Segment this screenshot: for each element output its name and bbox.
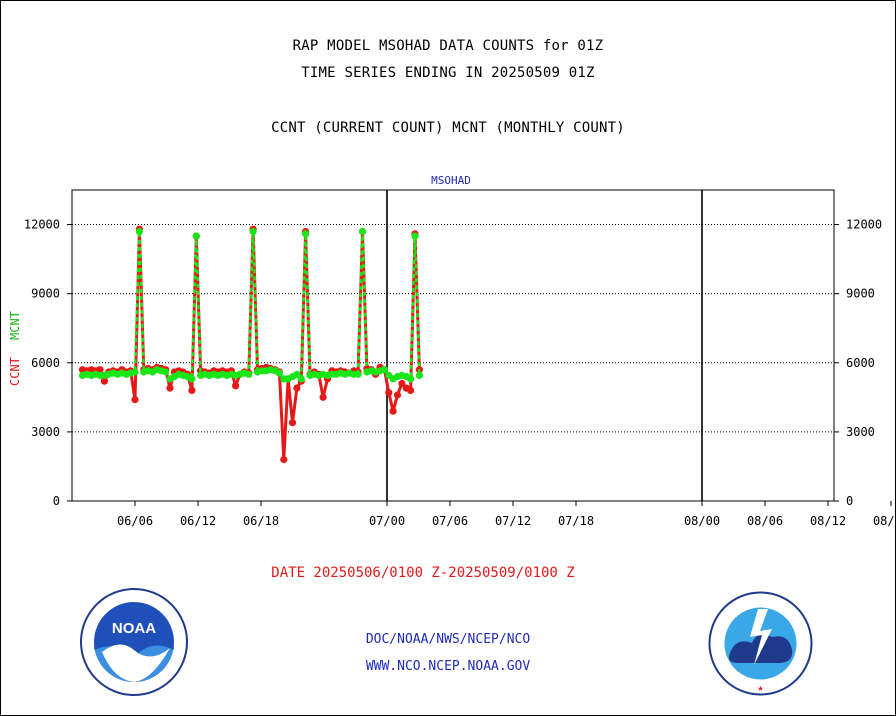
data-point-ccnt — [188, 386, 196, 394]
data-point-ccnt — [389, 407, 397, 415]
y-tick-label-right: 0 — [846, 494, 853, 508]
data-point-mcnt — [380, 366, 388, 374]
x-tick-label: 07/06 — [432, 514, 468, 528]
y-tick-label-right: 12000 — [846, 218, 882, 232]
chart-title-line2: TIME SERIES ENDING IN 20250509 01Z — [301, 65, 595, 81]
data-point-ccnt — [288, 419, 297, 427]
y-tick-label-left: 9000 — [31, 287, 60, 301]
y-tick-label-left: 12000 — [24, 218, 60, 232]
y-axis-label-ccnt: CCNT — [8, 357, 22, 386]
axis-ticks — [67, 224, 892, 506]
data-point-mcnt — [411, 232, 419, 240]
data-point-ccnt — [96, 366, 104, 374]
data-point-ccnt — [166, 384, 174, 392]
footer-url: WWW.NCO.NCEP.NOAA.GOV — [365, 659, 531, 674]
x-tick-label: 06/12 — [180, 514, 216, 528]
data-point-ccnt — [319, 393, 327, 401]
x-tick-label: 08/00 — [684, 514, 720, 528]
series-line-mcnt — [82, 230, 421, 381]
series-mcnt — [78, 227, 423, 383]
data-point-mcnt — [131, 368, 139, 376]
data-point-mcnt — [249, 227, 257, 236]
data-point-mcnt — [192, 232, 200, 240]
nws-logo: ★ — [708, 591, 813, 696]
data-point-ccnt — [100, 377, 108, 385]
noaa-logo-text: NOAA — [112, 620, 156, 637]
x-tick-label: 07/18 — [558, 514, 594, 528]
y-tick-label-left: 6000 — [31, 356, 60, 370]
chart-subtitle: CCNT (CURRENT COUNT) MCNT (MONTHLY COUNT… — [271, 120, 625, 136]
data-point-mcnt — [354, 370, 362, 378]
noaa-logo: NOAA — [80, 588, 188, 696]
x-tick-label: 06/06 — [117, 514, 153, 528]
y-axis-right-labels: 0 3000 6000 9000 12000 — [846, 218, 882, 508]
data-point-ccnt — [280, 455, 288, 464]
y-axis-label-mcnt: MCNT — [8, 311, 22, 340]
x-tick-label: 08/18 — [873, 514, 896, 528]
chart-title-line1: RAP MODEL MSOHAD DATA COUNTS for 01Z — [292, 38, 604, 54]
y-tick-label-left: 0 — [53, 494, 60, 508]
date-range-label: DATE 20250506/0100 Z-20250509/0100 Z — [271, 565, 575, 581]
data-point-mcnt — [188, 375, 196, 383]
data-point-mcnt — [245, 370, 253, 378]
data-point-mcnt — [415, 371, 423, 379]
plot-label: MSOHAD — [431, 174, 471, 187]
y-tick-label-right: 6000 — [846, 356, 875, 370]
grid-lines — [72, 224, 834, 433]
data-point-mcnt — [135, 227, 143, 236]
y-tick-label-right: 3000 — [846, 425, 875, 439]
data-point-ccnt — [232, 382, 240, 390]
y-tick-label-right: 9000 — [846, 287, 875, 301]
x-axis-labels: 06/06 06/12 06/18 07/00 07/06 07/12 07/18 08/00… — [117, 514, 896, 528]
x-tick-label: 08/12 — [810, 514, 846, 528]
data-point-ccnt — [131, 396, 139, 404]
data-point-ccnt — [385, 389, 393, 397]
data-point-ccnt — [398, 379, 406, 388]
data-point-ccnt — [393, 391, 402, 399]
y-tick-label-left: 3000 — [31, 425, 60, 439]
data-point-mcnt — [293, 370, 301, 378]
x-tick-label: 07/12 — [495, 514, 531, 528]
plot-area-border — [71, 189, 835, 502]
data-point-mcnt — [275, 369, 283, 377]
month-separator-lines — [386, 190, 703, 501]
nws-star-icon: ★ — [757, 683, 763, 694]
data-point-mcnt — [297, 375, 305, 383]
footer-org: DOC/NOAA/NWS/NCEP/NCO — [365, 632, 531, 647]
data-point-ccnt — [293, 384, 301, 392]
data-point-mcnt — [407, 375, 415, 383]
data-point-mcnt — [358, 227, 367, 236]
data-point-ccnt — [407, 386, 415, 394]
data-point-mcnt — [302, 230, 310, 238]
x-tick-label: 07/00 — [369, 514, 405, 528]
x-tick-label: 08/06 — [747, 514, 783, 528]
y-axis-left-labels: 0 3000 6000 9000 12000 — [24, 218, 60, 508]
x-tick-label: 06/18 — [243, 514, 279, 528]
data-point-mcnt — [162, 368, 170, 376]
